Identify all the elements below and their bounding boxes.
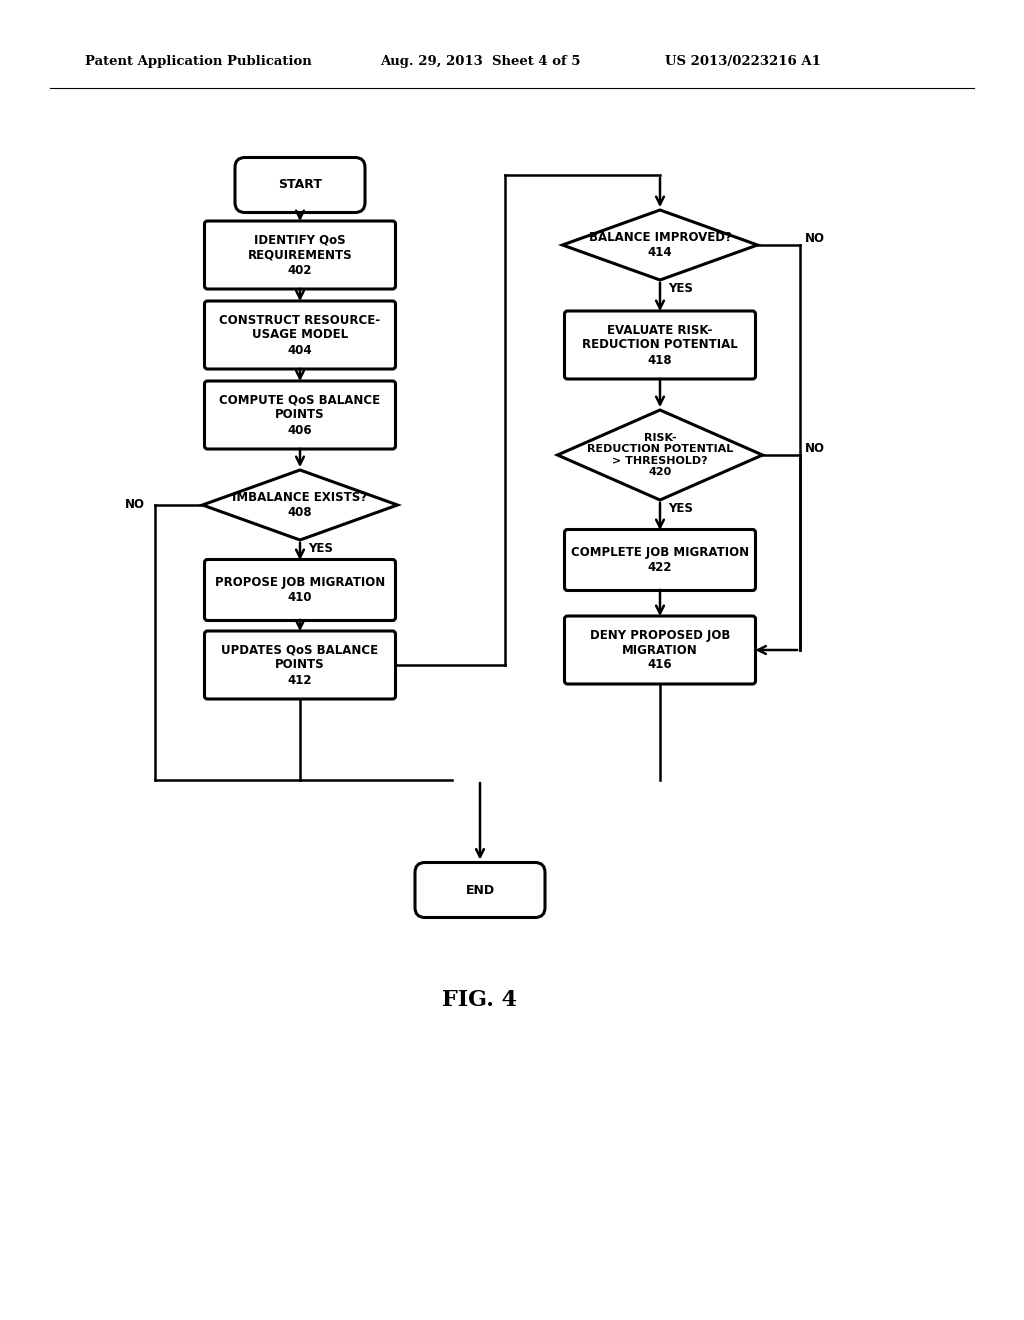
Text: YES: YES: [308, 543, 333, 554]
FancyBboxPatch shape: [205, 631, 395, 700]
Text: CONSTRUCT RESOURCE-
USAGE MODEL
404: CONSTRUCT RESOURCE- USAGE MODEL 404: [219, 314, 381, 356]
FancyBboxPatch shape: [205, 220, 395, 289]
Text: Aug. 29, 2013  Sheet 4 of 5: Aug. 29, 2013 Sheet 4 of 5: [380, 55, 581, 69]
Text: IMBALANCE EXISTS?
408: IMBALANCE EXISTS? 408: [232, 491, 368, 519]
FancyBboxPatch shape: [564, 616, 756, 684]
Text: BALANCE IMPROVED?
414: BALANCE IMPROVED? 414: [589, 231, 731, 259]
Text: NO: NO: [805, 232, 825, 246]
Text: YES: YES: [668, 502, 693, 515]
Text: UPDATES QoS BALANCE
POINTS
412: UPDATES QoS BALANCE POINTS 412: [221, 644, 379, 686]
Text: COMPLETE JOB MIGRATION
422: COMPLETE JOB MIGRATION 422: [571, 546, 750, 574]
Text: EVALUATE RISK-
REDUCTION POTENTIAL
418: EVALUATE RISK- REDUCTION POTENTIAL 418: [582, 323, 738, 367]
FancyBboxPatch shape: [234, 157, 365, 213]
FancyBboxPatch shape: [205, 301, 395, 370]
Text: END: END: [466, 883, 495, 896]
Text: YES: YES: [668, 282, 693, 294]
Text: FIG. 4: FIG. 4: [442, 989, 517, 1011]
FancyBboxPatch shape: [205, 381, 395, 449]
Text: START: START: [278, 178, 322, 191]
Text: PROPOSE JOB MIGRATION
410: PROPOSE JOB MIGRATION 410: [215, 576, 385, 605]
Text: RISK-
REDUCTION POTENTIAL
> THRESHOLD?
420: RISK- REDUCTION POTENTIAL > THRESHOLD? 4…: [587, 433, 733, 478]
Polygon shape: [557, 411, 763, 500]
Text: NO: NO: [805, 442, 825, 455]
Text: US 2013/0223216 A1: US 2013/0223216 A1: [665, 55, 821, 69]
Polygon shape: [203, 470, 397, 540]
Text: Patent Application Publication: Patent Application Publication: [85, 55, 311, 69]
FancyBboxPatch shape: [415, 862, 545, 917]
FancyBboxPatch shape: [205, 560, 395, 620]
Text: IDENTIFY QoS
REQUIREMENTS
402: IDENTIFY QoS REQUIREMENTS 402: [248, 234, 352, 276]
Text: DENY PROPOSED JOB
MIGRATION
416: DENY PROPOSED JOB MIGRATION 416: [590, 628, 730, 672]
Text: COMPUTE QoS BALANCE
POINTS
406: COMPUTE QoS BALANCE POINTS 406: [219, 393, 381, 437]
FancyBboxPatch shape: [564, 529, 756, 590]
FancyBboxPatch shape: [564, 312, 756, 379]
Text: NO: NO: [125, 498, 145, 511]
Polygon shape: [562, 210, 758, 280]
